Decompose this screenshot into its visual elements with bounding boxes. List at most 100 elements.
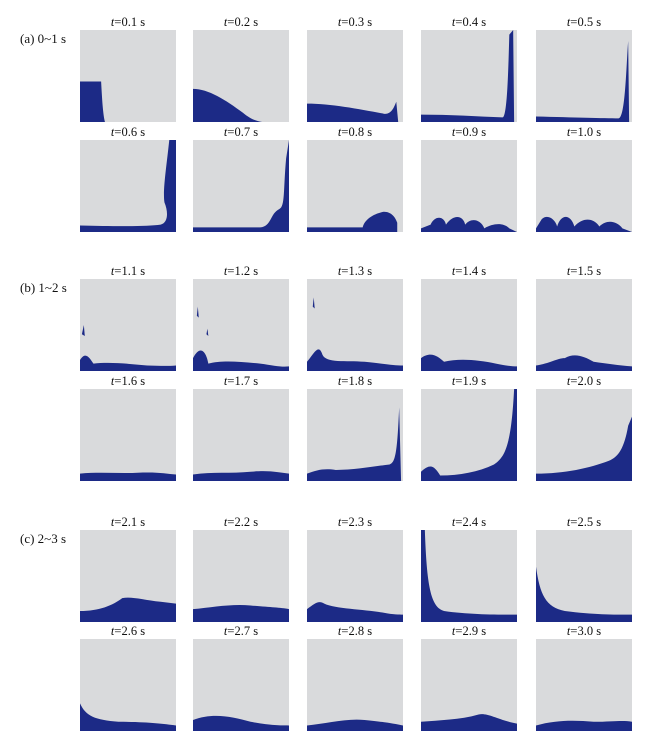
time-symbol: t (223, 264, 228, 278)
snapshot-cell: t=1.3 s (307, 264, 403, 386)
time-symbol: t (337, 515, 342, 529)
time-value: =0.2 s (227, 15, 259, 29)
fluid-shape (536, 216, 632, 232)
snapshot-cell: t=2.8 s (307, 624, 403, 746)
time-symbol: t (451, 515, 456, 529)
fluid-snapshot (536, 530, 632, 622)
time-caption: t=1.6 s (80, 374, 176, 389)
time-caption: t=2.6 s (80, 624, 176, 639)
fluid-snapshot (421, 389, 517, 481)
time-caption: t=1.3 s (307, 264, 403, 279)
fluid-snapshot (307, 389, 403, 481)
time-caption: t=3.0 s (536, 624, 632, 639)
group-label: (a) 0~1 s (20, 31, 67, 46)
time-symbol: t (337, 15, 342, 29)
time-symbol: t (110, 15, 115, 29)
snapshot-cell: t=1.6 s (80, 374, 176, 496)
time-caption: t=2.0 s (536, 374, 632, 389)
time-symbol: t (451, 624, 456, 638)
fluid-snapshot (307, 279, 403, 371)
snapshot-cell: t=1.1 s (80, 264, 176, 386)
fluid-shape (193, 140, 289, 232)
snapshot-cell: t=0.7 s (193, 125, 289, 247)
time-symbol: t (337, 125, 342, 139)
time-value: =0.4 s (455, 15, 487, 29)
fluid-shape (536, 41, 630, 122)
fluid-snapshot (80, 639, 176, 731)
time-caption: t=2.8 s (307, 624, 403, 639)
time-caption: t=2.4 s (421, 515, 517, 530)
snapshot-cell: t =0.2 s (193, 15, 289, 137)
fluid-snapshot (536, 389, 632, 481)
time-value: =1.8 s (341, 374, 373, 388)
fluid-shape (307, 101, 399, 122)
time-value: =2.5 s (570, 515, 602, 529)
time-value: =1.1 s (114, 264, 146, 278)
time-symbol: t (451, 125, 456, 139)
snapshot-cell: t=1.8 s (307, 374, 403, 496)
time-value: =2.7 s (227, 624, 259, 638)
time-caption: t=2.3 s (307, 515, 403, 530)
fluid-shape (193, 471, 289, 481)
time-value: =0.3 s (341, 15, 373, 29)
snapshot-cell: t=0.5 s (536, 15, 632, 137)
fluid-shape (536, 416, 632, 481)
fluid-shape (536, 720, 632, 731)
fluid-shape (536, 566, 632, 622)
fluid-snapshot (421, 530, 517, 622)
fluid-snapshot (421, 140, 517, 232)
time-value: =1.6 s (114, 374, 146, 388)
time-symbol: t (223, 125, 228, 139)
fluid-shape (307, 602, 403, 622)
fluid-shape (193, 604, 289, 622)
fluid-snapshot (193, 639, 289, 731)
time-value: =0.6 s (114, 125, 146, 139)
time-caption: t=2.9 s (421, 624, 517, 639)
time-value: =1.5 s (570, 264, 602, 278)
fluid-shape (421, 354, 517, 371)
snapshot-cell: t=1.9 s (421, 374, 517, 496)
snapshot-cell: t=0.9 s (421, 125, 517, 247)
time-caption: t=0.7 s (193, 125, 289, 140)
time-caption: t=0.6 s (80, 125, 176, 140)
time-caption: t=2.2 s (193, 515, 289, 530)
snapshot-cell: t=1.7 s (193, 374, 289, 496)
time-value: =2.3 s (341, 515, 373, 529)
time-value: =2.8 s (341, 624, 373, 638)
time-value: =1.9 s (455, 374, 487, 388)
fluid-snapshot (193, 30, 289, 122)
time-caption: t=1.9 s (421, 374, 517, 389)
time-value: =2.0 s (570, 374, 602, 388)
time-symbol: t (337, 624, 342, 638)
time-symbol: t (223, 374, 228, 388)
fluid-shape (80, 81, 105, 122)
time-caption: t=0.8 s (307, 125, 403, 140)
fluid-snapshot (80, 140, 176, 232)
snapshot-cell: t=1.2 s (193, 264, 289, 386)
time-caption: t=1.2 s (193, 264, 289, 279)
fluid-shape (193, 715, 289, 731)
time-symbol: t (110, 125, 115, 139)
time-value: =1.2 s (227, 264, 259, 278)
time-symbol: t (451, 264, 456, 278)
time-caption: t=1.8 s (307, 374, 403, 389)
fluid-snapshot (307, 30, 403, 122)
snapshot-cell: t =0.4 s (421, 15, 517, 137)
time-symbol: t (566, 125, 571, 139)
fluid-snapshot (307, 639, 403, 731)
time-caption: t=1.0 s (536, 125, 632, 140)
time-value: =1.4 s (455, 264, 487, 278)
time-symbol: t (223, 515, 228, 529)
time-value: =1.7 s (227, 374, 259, 388)
time-symbol: t (566, 515, 571, 529)
fluid-snapshot (421, 279, 517, 371)
time-value: =2.9 s (455, 624, 487, 638)
snapshot-cell: t=2.4 s (421, 515, 517, 637)
snapshot-cell: t=0.6 s (80, 125, 176, 247)
time-caption: t=1.5 s (536, 264, 632, 279)
fluid-shape (307, 719, 403, 731)
snapshot-cell: t=2.9 s (421, 624, 517, 746)
fluid-snapshot (307, 140, 403, 232)
fluid-snapshot (193, 389, 289, 481)
time-value: =2.2 s (227, 515, 259, 529)
